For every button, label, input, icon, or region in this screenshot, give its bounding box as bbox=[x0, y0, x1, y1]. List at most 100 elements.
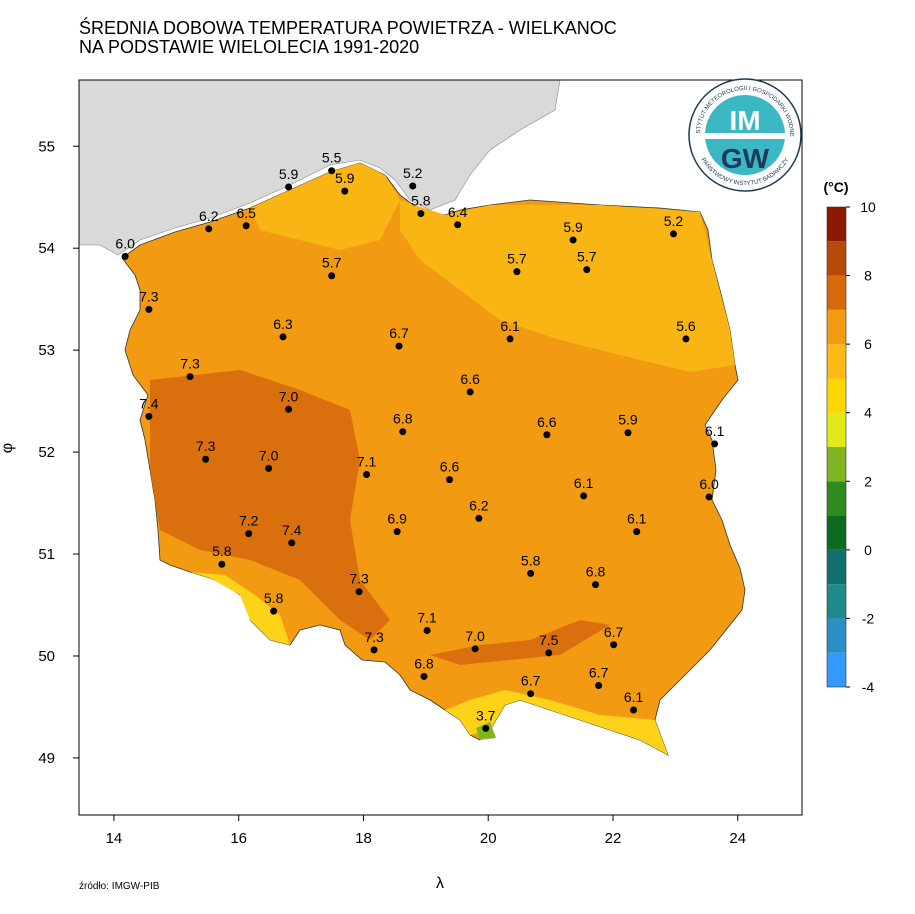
y-tick-label: 51 bbox=[38, 546, 55, 563]
sea bbox=[79, 80, 561, 256]
station bbox=[527, 569, 535, 577]
title-line-1: ŚREDNIA DOBOWA TEMPERATURA POWIETRZA - W… bbox=[79, 17, 617, 38]
x-tick-label: 14 bbox=[106, 830, 123, 847]
station-value: 5.9 bbox=[618, 412, 638, 428]
y-tick-label: 52 bbox=[38, 444, 55, 461]
title-line-2: NA PODSTAWIE WIELOLECIA 1991-2020 bbox=[79, 37, 419, 57]
station-value: 6.1 bbox=[574, 475, 594, 491]
station-value: 7.1 bbox=[417, 609, 437, 625]
station bbox=[633, 528, 641, 536]
station-value: 7.3 bbox=[139, 288, 159, 304]
station-value: 6.1 bbox=[500, 318, 520, 334]
station bbox=[409, 182, 417, 190]
warmer-west bbox=[150, 370, 390, 640]
station-value: 6.7 bbox=[589, 665, 609, 681]
y-tick-label: 55 bbox=[38, 138, 55, 155]
station-value: 7.3 bbox=[196, 438, 216, 454]
station-value: 7.2 bbox=[239, 513, 259, 529]
station bbox=[466, 388, 474, 396]
colorbar-bin bbox=[827, 309, 846, 345]
station-value: 7.3 bbox=[364, 629, 384, 645]
station bbox=[527, 690, 535, 698]
station-value: 5.2 bbox=[664, 213, 684, 229]
station-value: 5.8 bbox=[521, 552, 541, 568]
station-value: 7.3 bbox=[180, 356, 200, 372]
station-value: 6.2 bbox=[199, 208, 219, 224]
station-value: 5.9 bbox=[279, 166, 299, 182]
station bbox=[395, 342, 403, 350]
station bbox=[355, 588, 363, 596]
colorbar-bin bbox=[827, 412, 846, 447]
colorbar-tick-label: 4 bbox=[864, 405, 872, 421]
station bbox=[543, 431, 551, 439]
station bbox=[624, 429, 632, 437]
station bbox=[711, 440, 719, 448]
colorbar-tick-label: 0 bbox=[864, 542, 872, 558]
colorbar-bin bbox=[827, 207, 846, 242]
station bbox=[205, 225, 213, 233]
station bbox=[393, 528, 401, 536]
station bbox=[475, 514, 483, 522]
y-tick-label: 54 bbox=[38, 240, 55, 257]
station-value: 7.3 bbox=[349, 571, 369, 587]
station-value: 5.8 bbox=[264, 590, 284, 606]
station-value: 7.1 bbox=[357, 454, 377, 470]
station-value: 6.0 bbox=[699, 476, 719, 492]
station bbox=[242, 222, 250, 230]
station-value: 5.7 bbox=[322, 255, 342, 271]
station-value: 5.5 bbox=[322, 150, 342, 166]
station-value: 6.7 bbox=[521, 673, 541, 689]
x-axis-label: λ bbox=[436, 875, 444, 892]
station bbox=[417, 210, 425, 218]
station bbox=[471, 645, 479, 653]
station bbox=[420, 672, 428, 680]
colorbar-frame bbox=[826, 206, 847, 688]
cooler-coast bbox=[250, 163, 400, 250]
colorbar-bin bbox=[827, 549, 846, 585]
station-value: 6.3 bbox=[273, 316, 293, 332]
station-value: 6.4 bbox=[448, 204, 468, 220]
station-value: 5.2 bbox=[403, 165, 423, 181]
station-value: 6.8 bbox=[393, 411, 413, 427]
station-value: 7.0 bbox=[259, 447, 279, 463]
station bbox=[610, 641, 618, 649]
x-tick-label: 16 bbox=[230, 830, 247, 847]
colorbar-bin bbox=[827, 652, 846, 687]
station bbox=[595, 682, 603, 690]
station-value: 7.4 bbox=[282, 522, 302, 538]
colorbar-bin bbox=[827, 515, 846, 550]
logo-top: IM bbox=[729, 105, 760, 136]
station-value: 7.0 bbox=[465, 628, 485, 644]
y-tick-label: 50 bbox=[38, 648, 55, 665]
station bbox=[705, 493, 713, 501]
colorbar-tick-label: 6 bbox=[864, 336, 872, 352]
station-value: 6.1 bbox=[705, 423, 725, 439]
station-value: 7.0 bbox=[279, 388, 299, 404]
station-value: 6.1 bbox=[624, 689, 644, 705]
station bbox=[592, 581, 600, 589]
colorbar-bin bbox=[827, 481, 846, 516]
colorbar-bin bbox=[827, 344, 846, 379]
station bbox=[669, 230, 677, 238]
station-value: 5.8 bbox=[411, 193, 431, 209]
map-layer bbox=[79, 80, 802, 815]
station-value: 5.7 bbox=[577, 249, 597, 265]
plot-frame bbox=[78, 79, 803, 816]
station bbox=[270, 607, 278, 615]
station-value: 3.7 bbox=[476, 707, 496, 723]
station bbox=[506, 335, 514, 343]
station bbox=[446, 476, 454, 484]
station bbox=[265, 464, 273, 472]
station bbox=[285, 183, 293, 191]
logo-band bbox=[705, 133, 785, 139]
station bbox=[328, 272, 336, 280]
y-tick-label: 53 bbox=[38, 342, 55, 359]
station bbox=[245, 530, 253, 538]
station bbox=[285, 405, 293, 413]
station-value: 6.2 bbox=[469, 497, 489, 513]
station bbox=[288, 539, 296, 547]
y-tick-label: 49 bbox=[38, 750, 55, 767]
station-value: 7.4 bbox=[139, 395, 159, 411]
station bbox=[370, 646, 378, 654]
